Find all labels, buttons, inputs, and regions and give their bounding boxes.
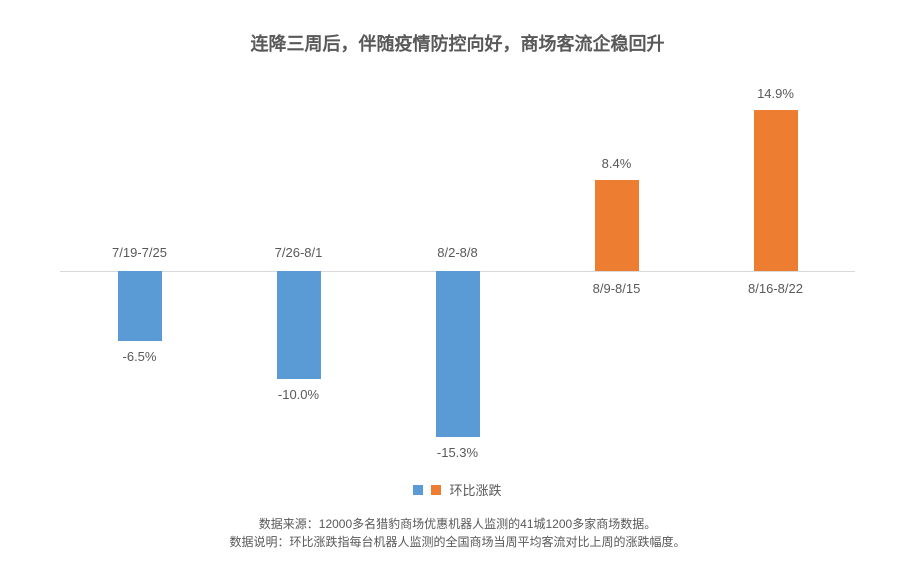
bar-value-label: -10.0% xyxy=(219,387,378,402)
footnote-line: 数据说明：环比涨跌指每台机器人监测的全国商场当周平均客流对比上周的涨跌幅度。 xyxy=(60,533,855,551)
bar-value-label: 8.4% xyxy=(537,156,696,171)
footnotes: 数据来源：12000多名猎豹商场优惠机器人监测的41城1200多家商场数据。数据… xyxy=(60,515,855,551)
bar-value-label: -6.5% xyxy=(60,349,219,364)
bar-slot: -15.3% 8/2-8/8 xyxy=(378,76,537,466)
bars-group: -6.5% 7/19-7/25 -10.0% 7/26-8/1 -15.3% 8/2-8/… xyxy=(60,76,855,466)
category-label: 8/2-8/8 xyxy=(378,245,537,260)
bar-slot: -6.5% 7/19-7/25 xyxy=(60,76,219,466)
legend-label: 环比涨跌 xyxy=(449,480,501,499)
legend-swatch-positive xyxy=(431,485,441,495)
category-label: 7/26-8/1 xyxy=(219,245,378,260)
chart-container: 连降三周后，伴随疫情防控向好，商场客流企稳回升 -6.5%7/19-7/25-1… xyxy=(0,0,915,587)
category-label: 8/16-8/22 xyxy=(696,281,855,296)
bar-value-label: 14.9% xyxy=(696,86,855,101)
bar xyxy=(118,271,162,341)
legend: 环比涨跌 xyxy=(60,480,855,499)
category-label: 8/9-8/15 xyxy=(537,281,696,296)
bar-value-label: -15.3% xyxy=(378,445,537,460)
category-label: 7/19-7/25 xyxy=(60,245,219,260)
bar xyxy=(277,271,321,379)
plot-area: -6.5% 7/19-7/25 -10.0% 7/26-8/1 -15.3% 8/2-8/… xyxy=(60,76,855,466)
bar xyxy=(754,110,798,271)
bar xyxy=(436,271,480,437)
bar-slot: -10.0% 7/26-8/1 xyxy=(219,76,378,466)
chart-title: 连降三周后，伴随疫情防控向好，商场客流企稳回升 xyxy=(60,30,855,56)
legend-swatch-negative xyxy=(413,485,423,495)
footnote-line: 数据来源：12000多名猎豹商场优惠机器人监测的41城1200多家商场数据。 xyxy=(60,515,855,533)
bar-slot: 8.4% 8/9-8/15 xyxy=(537,76,696,466)
bar xyxy=(595,180,639,271)
bar-slot: 14.9% 8/16-8/22 xyxy=(696,76,855,466)
